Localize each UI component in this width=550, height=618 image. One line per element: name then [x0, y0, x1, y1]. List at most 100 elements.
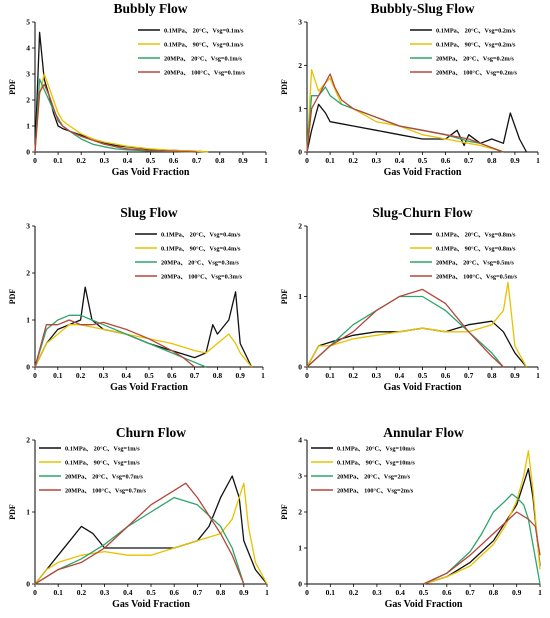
- x-axis-label: Gas Void Fraction: [385, 599, 463, 610]
- x-tick-label: 0.3: [372, 156, 382, 165]
- series-line-4: [306, 73, 504, 153]
- x-tick-label: 0.8: [487, 371, 497, 380]
- legend-entry: 20MPa、 20°C、Vsg=0.7m/s: [65, 473, 143, 480]
- series-line-2: [34, 482, 268, 585]
- x-tick-label: 0.2: [76, 371, 86, 380]
- x-tick-label: 0.8: [215, 156, 225, 165]
- chart-title: Churn Flow: [116, 425, 186, 440]
- x-tick-label: 0: [305, 588, 309, 597]
- y-tick-label: 3: [298, 472, 302, 481]
- legend-entry: 20MPa、 100°C、Vsg=2m/s: [337, 487, 414, 494]
- x-tick-label: 0.7: [465, 588, 475, 597]
- chart-title: Bubbly Flow: [114, 1, 188, 16]
- y-axis-label: PDF: [8, 289, 17, 305]
- x-tick-label: 0.3: [372, 371, 382, 380]
- legend: 0.1MPa、 20°C、Vsg=10m/s 0.1MPa、 90°C、Vsg=1…: [311, 445, 415, 494]
- x-tick-label: 0: [305, 156, 309, 165]
- legend-entry: 0.1MPa、 20°C、Vsg=0.4m/s: [161, 231, 241, 238]
- series-line-2: [34, 324, 253, 368]
- legend-entry: 0.1MPa、 20°C、Vsg=0.2m/s: [436, 27, 516, 34]
- series-line-2: [34, 73, 209, 153]
- x-tick-label: 0.9: [510, 371, 520, 380]
- x-tick-label: 0.5: [144, 371, 154, 380]
- legend-entry: 20MPa、 20°C、Vsg=0.3m/s: [161, 259, 239, 266]
- x-axis-label: Gas Void Fraction: [384, 382, 462, 393]
- x-tick-label: 0.4: [123, 588, 133, 597]
- x-tick-label: 0.5: [146, 588, 156, 597]
- series-line-4: [34, 83, 197, 153]
- y-tick-label: 2: [298, 222, 302, 231]
- legend-entry: 0.1MPa、 90°C、Vsg=0.1m/s: [164, 41, 244, 48]
- x-tick-label: 0.3: [100, 156, 110, 165]
- legend: 0.1MPa、 20°C、Vsg=1m/s 0.1MPa、 90°C、Vsg=1m…: [39, 445, 147, 494]
- y-tick-label: 0: [26, 148, 30, 157]
- y-tick-label: 0: [26, 363, 30, 372]
- series-line-3: [34, 78, 197, 153]
- legend-entry: 0.1MPa、 90°C、Vsg=0.2m/s: [436, 41, 516, 48]
- y-tick-label: 2: [298, 508, 302, 517]
- series-line-1: [34, 286, 253, 368]
- legend-entry: 0.1MPa、 90°C、Vsg=0.4m/s: [161, 245, 241, 252]
- chart-panel-4: Slug-Churn Flow 0 0.1 0.2 0.3 0.4 0.5 0.6 0.7 0.8…: [280, 205, 540, 393]
- y-tick-label: 1: [26, 316, 30, 325]
- series-line-1: [306, 320, 528, 368]
- y-tick-label: 3: [26, 222, 30, 231]
- y-tick-label: 0: [298, 148, 302, 157]
- y-axis-label: PDF: [280, 504, 289, 520]
- x-tick-label: 0.9: [512, 588, 522, 597]
- x-tick-label: 0.6: [167, 371, 177, 380]
- legend-entry: 20MPa、 100°C、Vsg=0.1m/s: [164, 69, 246, 76]
- x-tick-label: 0.5: [418, 371, 428, 380]
- x-tick-label: 0.3: [372, 588, 382, 597]
- x-tick-label: 0.2: [77, 156, 87, 165]
- legend-entry: 0.1MPa、 90°C、Vsg=1m/s: [65, 459, 140, 466]
- y-axis-label: PDF: [8, 79, 17, 95]
- x-tick-label: 0.9: [510, 156, 520, 165]
- x-tick-label: 1: [536, 156, 540, 165]
- x-axis-label: Gas Void Fraction: [112, 599, 190, 610]
- y-tick-label: 5: [26, 18, 30, 27]
- y-tick-label: 4: [298, 436, 302, 445]
- legend-entry: 0.1MPa、 20°C、Vsg=0.8m/s: [436, 231, 516, 238]
- legend: 0.1MPa、 20°C、Vsg=0.1m/s 0.1MPa、 90°C、Vsg=…: [138, 27, 246, 76]
- series-line-1: [306, 103, 528, 153]
- series-line-3: [34, 496, 245, 585]
- x-tick-label: 0.8: [216, 588, 226, 597]
- x-tick-label: 1: [261, 371, 265, 380]
- legend-entry: 0.1MPa、 90°C、Vsg=0.8m/s: [436, 245, 516, 252]
- series-line-2: [306, 69, 504, 153]
- legend-entry: 20MPa、 100°C、Vsg=0.5m/s: [436, 273, 518, 280]
- x-tick-label: 0: [33, 371, 37, 380]
- x-tick-label: 0.5: [146, 156, 156, 165]
- series-line-3: [306, 295, 504, 368]
- legend-entry: 20MPa、 100°C、Vsg=0.2m/s: [436, 69, 518, 76]
- y-tick-label: 1: [26, 508, 30, 517]
- chart-title: Slug Flow: [120, 205, 178, 220]
- x-tick-label: 0.7: [190, 371, 200, 380]
- y-tick-label: 0: [298, 363, 302, 372]
- x-axis-label: Gas Void Fraction: [384, 167, 462, 178]
- x-tick-label: 0.2: [77, 588, 87, 597]
- legend-entry: 20MPa、 20°C、Vsg=0.2m/s: [436, 55, 514, 62]
- y-axis-label: PDF: [280, 289, 289, 305]
- series-line-4: [34, 482, 245, 585]
- x-tick-label: 0.4: [123, 156, 133, 165]
- x-tick-label: 0.1: [325, 156, 335, 165]
- legend-entry: 20MPa、 20°C、Vsg=2m/s: [337, 473, 411, 480]
- series-line-1: [423, 468, 541, 585]
- chart-panel-2: Bubbly-Slug Flow 0 0.1 0.2 0.3 0.4 0.5 0.6 0.7 0.…: [280, 1, 540, 178]
- x-tick-label: 0.8: [489, 588, 499, 597]
- legend-entry: 0.1MPa、 20°C、Vsg=0.1m/s: [164, 27, 244, 34]
- chart-panel-3: Slug Flow 0 0.1 0.2 0.3 0.4 0.5 0.6 0.7 0.8 0.9 1 0 1…: [8, 205, 265, 393]
- legend-entry: 0.1MPa、 20°C、Vsg=10m/s: [337, 445, 415, 452]
- x-tick-label: 0.4: [122, 371, 132, 380]
- x-tick-label: 0.9: [238, 156, 248, 165]
- x-tick-label: 0.6: [441, 156, 451, 165]
- y-tick-label: 1: [26, 122, 30, 131]
- x-tick-label: 0.5: [419, 588, 429, 597]
- y-tick-label: 1: [298, 104, 302, 113]
- y-tick-label: 3: [26, 70, 30, 79]
- x-tick-label: 0: [305, 371, 309, 380]
- series-line-3: [34, 314, 207, 368]
- y-tick-label: 1: [298, 544, 302, 553]
